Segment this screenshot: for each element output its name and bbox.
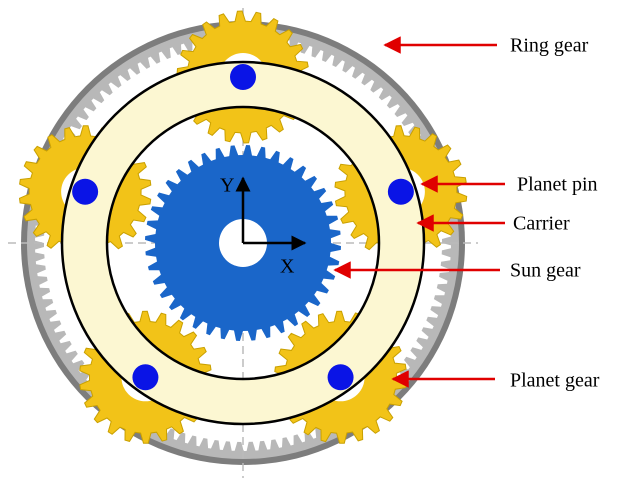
gears: YX xyxy=(8,8,478,478)
label: Sun gear xyxy=(510,260,581,282)
planet-pin xyxy=(132,364,159,391)
y-axis-label: Y xyxy=(220,175,234,197)
x-axis-label: X xyxy=(280,256,295,278)
label: Carrier xyxy=(513,213,570,235)
planet-pin xyxy=(230,64,256,90)
label: Planet gear xyxy=(510,370,600,392)
label: Ring gear xyxy=(510,35,589,57)
planet-pin xyxy=(387,178,414,205)
labels: Ring gear Planet pin Carrier Sun gear Pl… xyxy=(333,35,600,392)
carrier xyxy=(60,60,426,426)
planet-pin xyxy=(72,178,99,205)
planet-pin xyxy=(327,364,354,391)
label: Planet pin xyxy=(517,174,598,196)
